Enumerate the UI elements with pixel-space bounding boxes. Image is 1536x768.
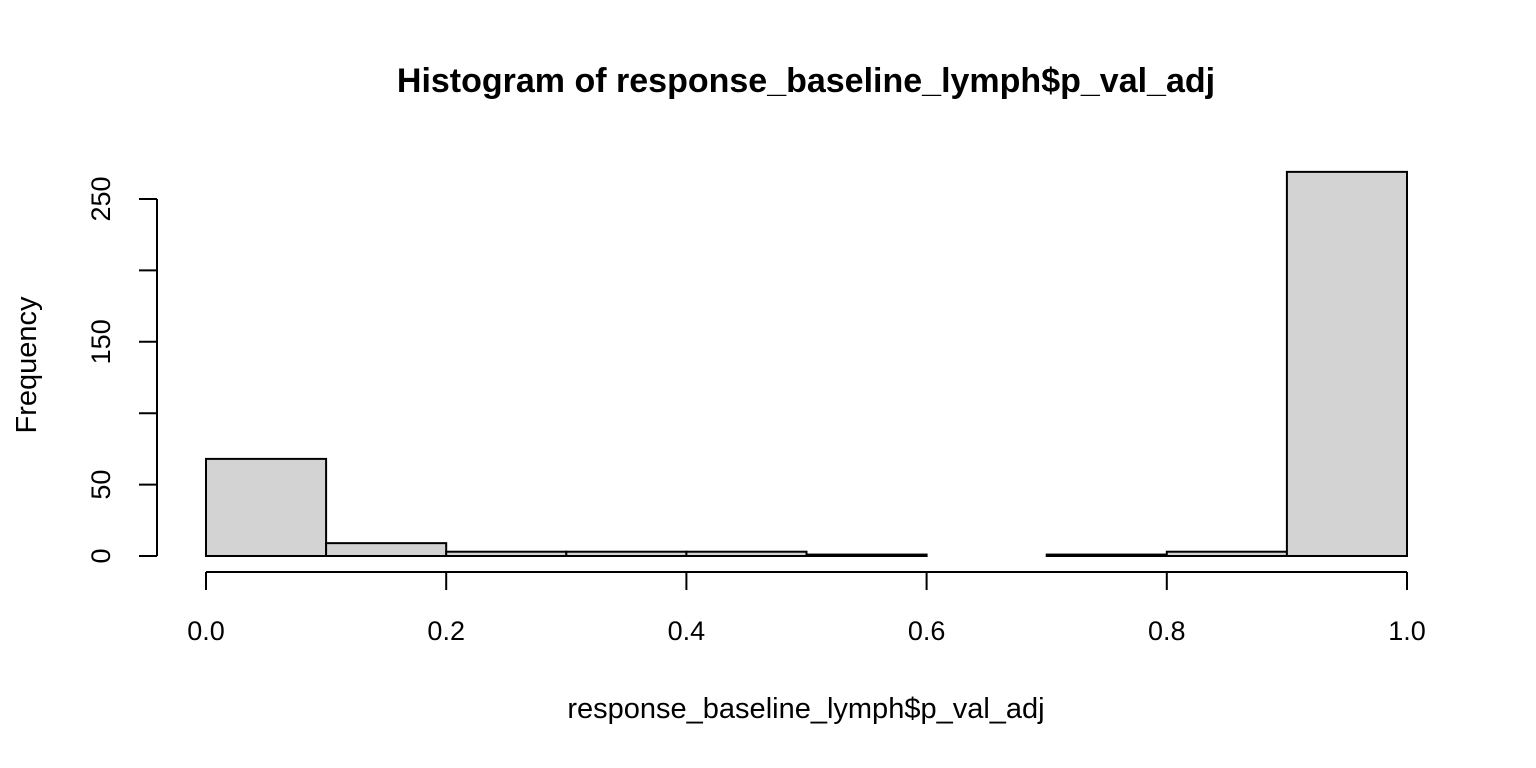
y-tick-label-3: 150 <box>86 319 116 364</box>
histogram-bar-9 <box>1285 170 1409 557</box>
x-tick-label-1: 0.2 <box>427 616 465 646</box>
histogram-bar-3 <box>565 550 688 558</box>
y-tick-label-5: 250 <box>86 176 116 221</box>
x-axis: 0.0 0.2 0.4 0.6 0.8 1.0 <box>187 571 1426 646</box>
y-tick-label-1: 50 <box>86 470 116 500</box>
histogram-bar-0 <box>205 457 328 557</box>
y-axis: 0 50 150 250 <box>86 176 158 564</box>
x-tick-label-0: 0.0 <box>187 616 225 646</box>
y-axis-label: Frequency <box>11 296 43 434</box>
histogram-bar-7 <box>1045 553 1168 558</box>
chart-title: Histogram of response_baseline_lymph$p_v… <box>397 62 1215 100</box>
x-tick-label-2: 0.4 <box>668 616 706 646</box>
histogram-bar-1 <box>325 542 448 558</box>
x-tick-label-4: 0.8 <box>1148 616 1186 646</box>
histogram-bar-5 <box>805 553 928 558</box>
x-axis-label: response_baseline_lymph$p_val_adj <box>567 693 1044 725</box>
histogram-bar-2 <box>445 550 568 558</box>
y-tick-label-0: 0 <box>86 548 116 563</box>
histogram-bar-8 <box>1165 550 1288 558</box>
x-tick-label-5: 1.0 <box>1388 616 1426 646</box>
histogram-bar-4 <box>685 550 808 558</box>
bars-group <box>205 170 1409 558</box>
x-tick-label-3: 0.6 <box>908 616 946 646</box>
